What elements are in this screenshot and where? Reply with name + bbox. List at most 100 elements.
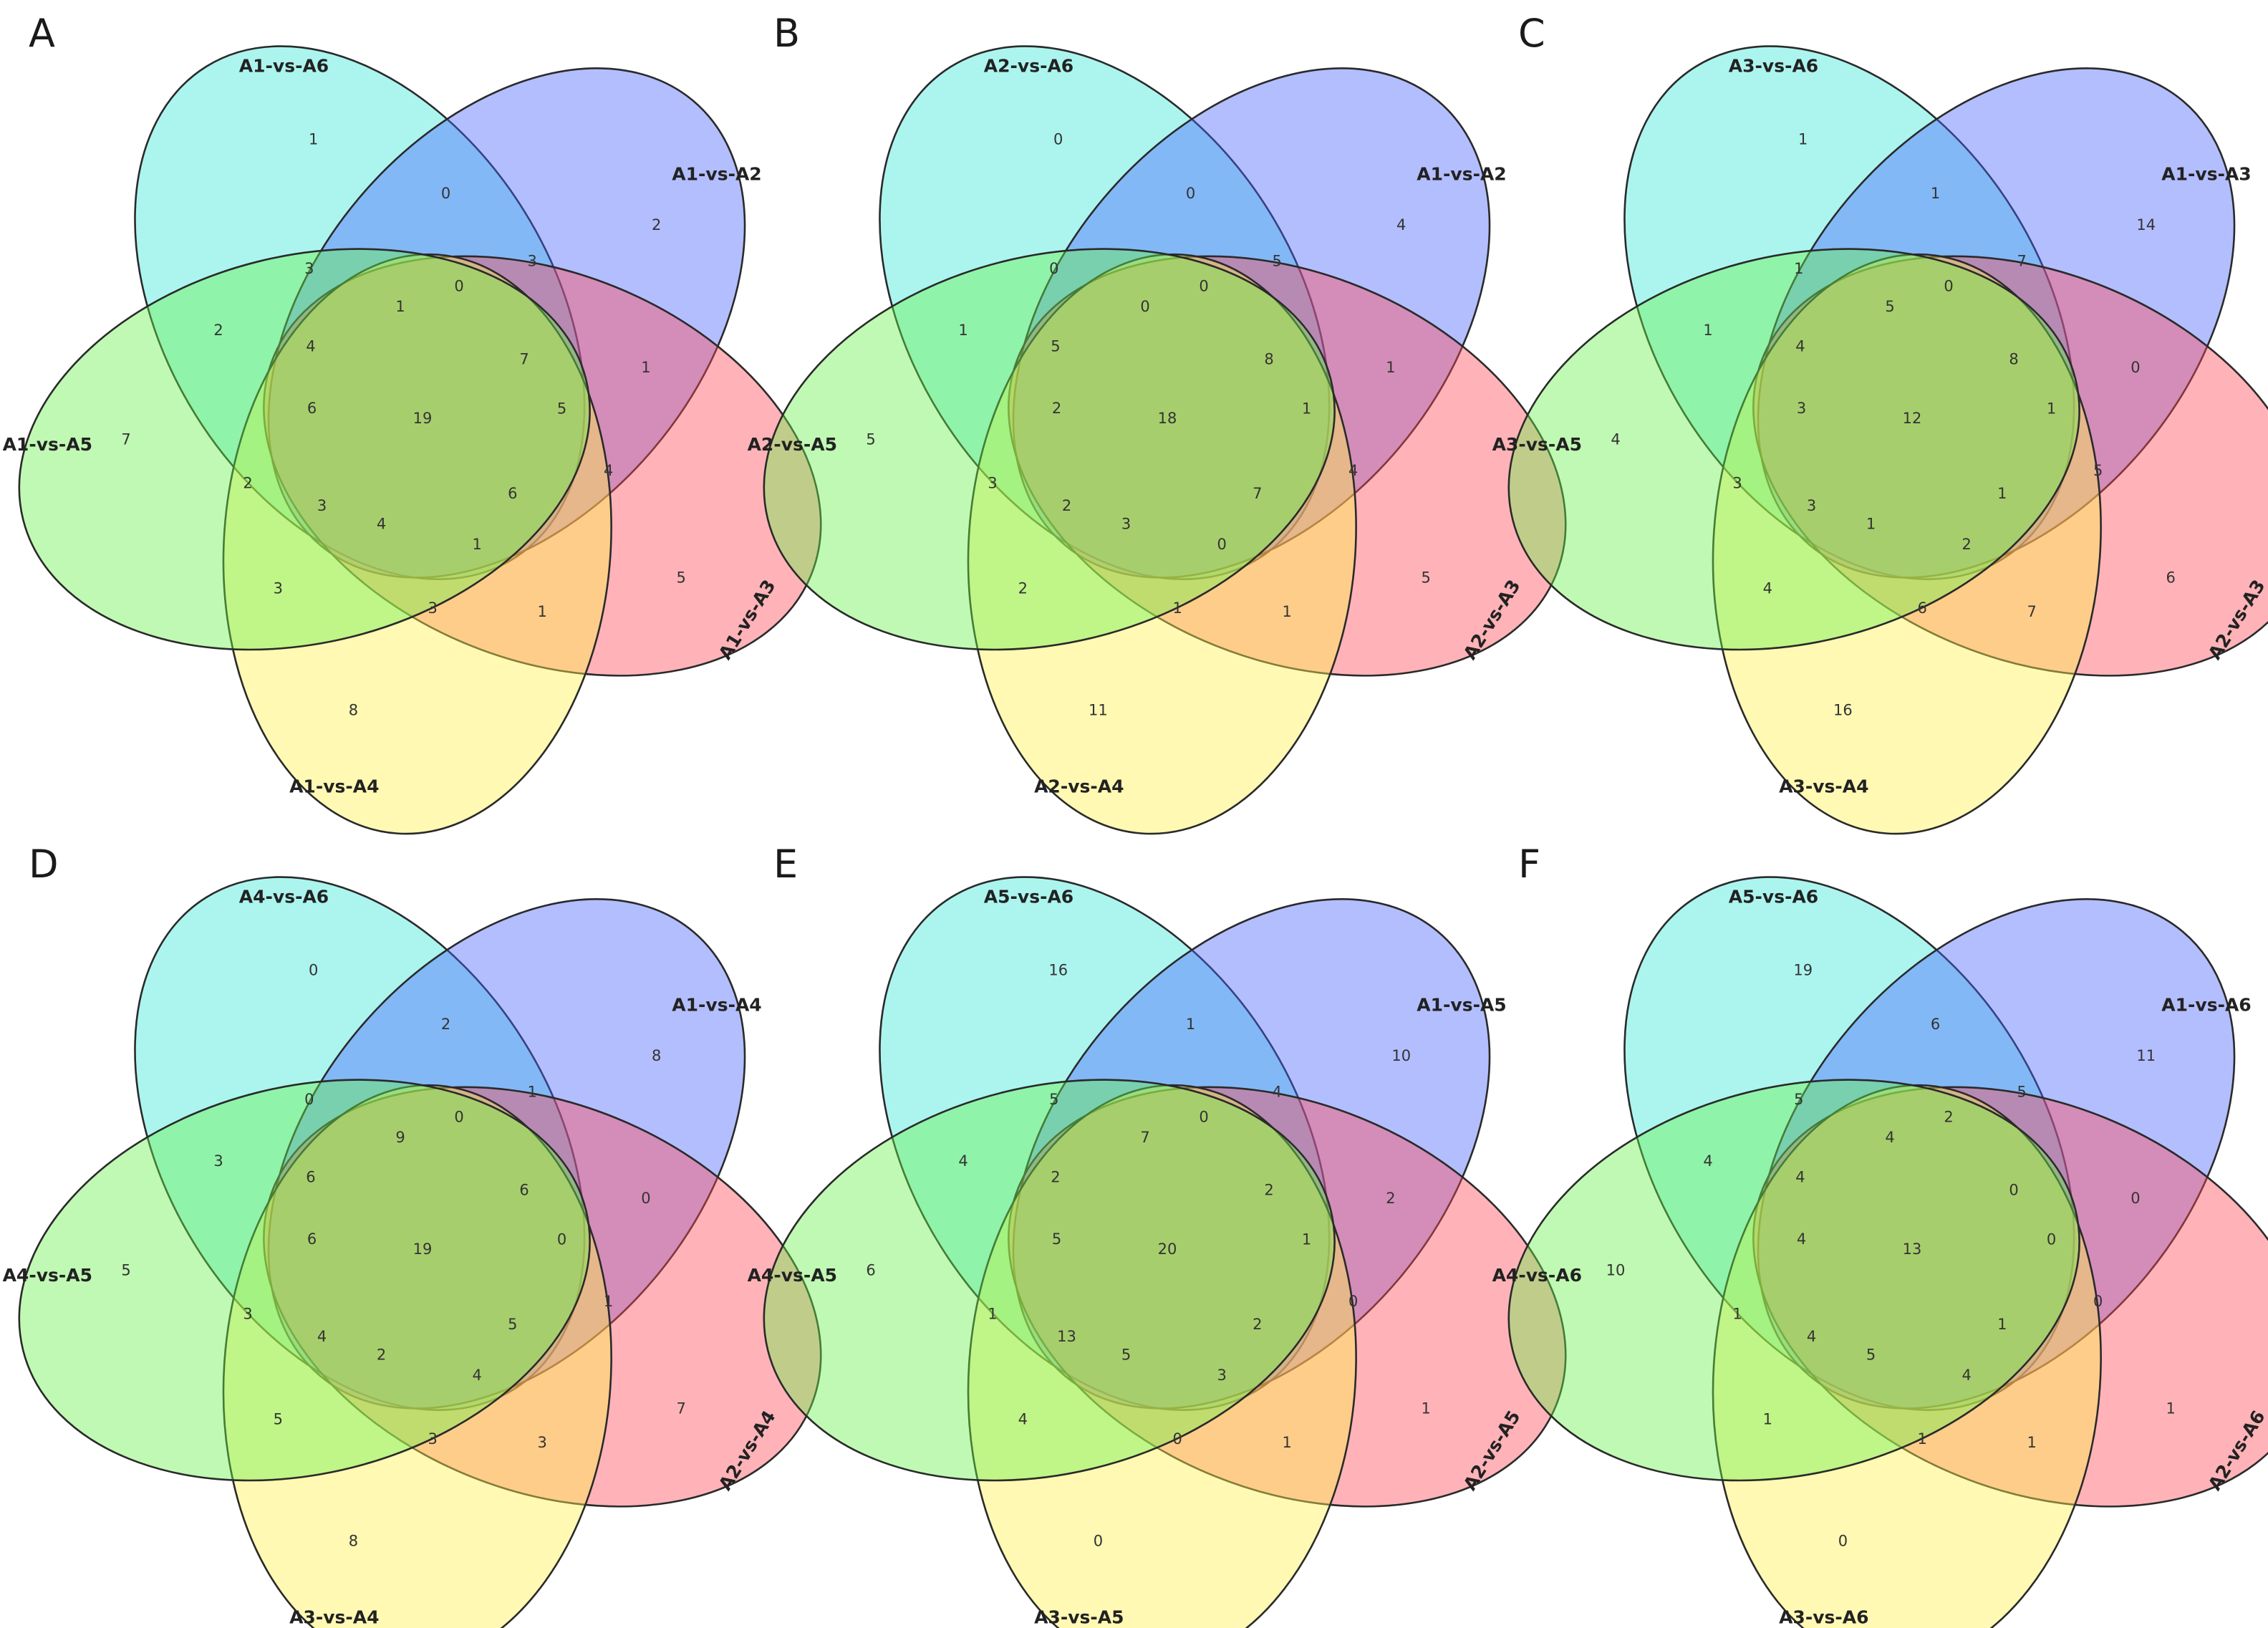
region-count: 1 — [1386, 359, 1395, 376]
region-count: 2 — [1062, 497, 1071, 514]
region-count: 4 — [1273, 1083, 1282, 1100]
region-count: 0 — [454, 1109, 463, 1126]
region-count: 2 — [1264, 1182, 1273, 1199]
region-count: 10 — [1391, 1047, 1411, 1064]
region-count: 1 — [1866, 515, 1876, 532]
region-count: 1 — [1186, 1016, 1195, 1033]
region-count: 4 — [317, 1328, 327, 1345]
region-count: 3 — [243, 1306, 252, 1323]
region-count: 3 — [274, 580, 283, 597]
region-count: 1 — [395, 298, 405, 315]
region-count: 0 — [1199, 1109, 1208, 1126]
region-count: 0 — [454, 278, 463, 295]
region-count: 5 — [1051, 337, 1060, 355]
region-count: 0 — [1199, 278, 1208, 295]
set-label: A3-vs-A5 — [1034, 1607, 1124, 1627]
region-count: 1 — [1422, 1400, 1431, 1417]
venn-set-3 — [263, 255, 822, 677]
region-count: 0 — [309, 962, 318, 979]
region-count: 3 — [528, 252, 537, 269]
set-label: A1-vs-A6 — [239, 56, 329, 77]
region-count: 1 — [604, 1293, 613, 1310]
region-count: 3 — [538, 1434, 547, 1451]
region-count: 8 — [652, 1047, 661, 1064]
region-count: 4 — [1962, 1367, 1972, 1384]
region-count: 5 — [1885, 298, 1894, 315]
region-count: 0 — [1094, 1533, 1103, 1550]
venn-set-3 — [1752, 1086, 2268, 1508]
region-count: 5 — [1422, 569, 1431, 587]
venn-set-1 — [134, 45, 586, 580]
region-count: 5 — [1273, 252, 1282, 269]
region-count: 4 — [604, 462, 613, 479]
panel-letter: B — [773, 11, 800, 56]
venn-set-4 — [222, 1084, 612, 1628]
region-count: 0 — [1173, 1430, 1182, 1448]
set-label: A4-vs-A5 — [748, 1265, 837, 1286]
region-count: 7 — [1140, 1129, 1149, 1146]
region-count: 1 — [1997, 485, 2007, 502]
region-count: 3 — [1807, 497, 1816, 514]
set-label: A2-vs-A5 — [748, 434, 837, 455]
set-label: A4-vs-A6 — [239, 887, 329, 907]
region-count: 4 — [1348, 462, 1358, 479]
region-count: 14 — [2136, 216, 2156, 233]
region-count: 5 — [1049, 1091, 1058, 1108]
region-count: 1 — [1763, 1411, 1772, 1428]
venn-set-1 — [879, 45, 1331, 580]
set-label: A1-vs-A4 — [289, 776, 379, 796]
venn-set-5 — [1507, 1079, 2080, 1482]
region-count: 0 — [2047, 1231, 2056, 1248]
region-count: 4 — [1763, 580, 1772, 597]
region-count: 3 — [1217, 1367, 1227, 1384]
panel-letter: A — [29, 11, 55, 56]
region-count: 5 — [1121, 1346, 1131, 1363]
set-label: A1-vs-A3 — [2161, 163, 2251, 184]
region-count: 3 — [1732, 475, 1742, 492]
set-label: A1-vs-A2 — [1417, 163, 1506, 184]
venn-set-4 — [1712, 253, 2102, 835]
region-count: 16 — [1048, 962, 1068, 979]
region-count: 2 — [1962, 536, 1972, 553]
region-count: 1 — [1931, 185, 1940, 202]
region-count: 5 — [557, 400, 566, 418]
region-count: 0 — [304, 1091, 314, 1108]
region-count: 16 — [1833, 702, 1853, 719]
venn-set-3 — [1752, 255, 2268, 677]
region-count: 1 — [988, 1306, 997, 1323]
region-count: 1 — [1173, 599, 1182, 617]
region-count: 2 — [1944, 1109, 1953, 1126]
panel-letter: F — [1518, 842, 1540, 887]
region-count: 5 — [1794, 1091, 1803, 1108]
region-count: 4 — [958, 1152, 967, 1170]
region-count: 7 — [677, 1400, 686, 1417]
region-count: 3 — [988, 475, 997, 492]
region-count: 2 — [652, 216, 661, 233]
venn-set-1 — [879, 876, 1331, 1411]
region-count: 9 — [395, 1129, 405, 1146]
venn-set-5 — [1507, 248, 2080, 651]
panel-letter: E — [773, 842, 798, 887]
region-count: 7 — [519, 351, 529, 368]
region-count: 0 — [1186, 185, 1195, 202]
region-count: 7 — [2027, 603, 2037, 620]
set-label: A5-vs-A6 — [1729, 887, 1818, 907]
venn-panel-d: DA4-vs-A6A1-vs-A4A2-vs-A4A3-vs-A4A4-vs-A… — [3, 842, 822, 1628]
region-count: 0 — [441, 185, 450, 202]
set-label: A4-vs-A5 — [3, 1265, 92, 1286]
set-label: A3-vs-A5 — [1492, 434, 1582, 455]
region-count: 0 — [1217, 536, 1227, 553]
region-count: 10 — [1606, 1261, 1626, 1278]
venn-set-2 — [1757, 67, 2236, 579]
set-label: A1-vs-A6 — [2161, 994, 2251, 1015]
set-label: A2-vs-A6 — [984, 56, 1073, 77]
region-count: 4 — [1797, 1230, 1806, 1248]
region-count: 0 — [1944, 278, 1953, 295]
set-label: A3-vs-A6 — [1779, 1607, 1868, 1627]
region-count: 0 — [2131, 359, 2140, 376]
region-count: 7 — [121, 430, 130, 448]
region-count: 0 — [1140, 298, 1149, 315]
region-count: 2 — [1051, 1168, 1060, 1185]
region-count: 1 — [1283, 1434, 1292, 1451]
venn-set-2 — [1757, 898, 2236, 1410]
